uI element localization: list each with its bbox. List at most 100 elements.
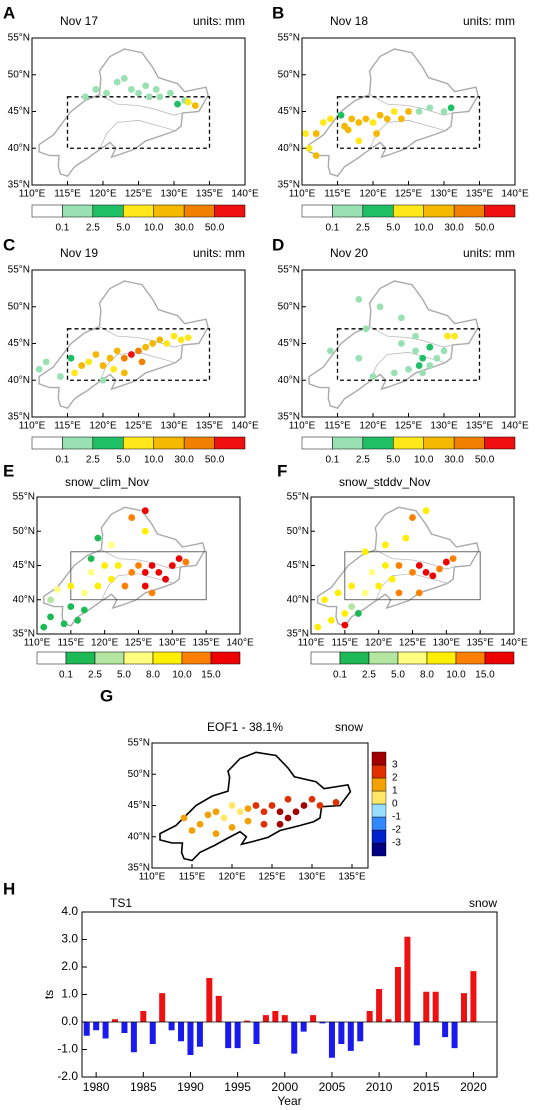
colorbar-label: -3: [392, 838, 401, 849]
bar: [112, 1019, 119, 1022]
y-tick-label: 2.0: [61, 959, 78, 973]
station-dot: [204, 811, 212, 819]
station-dot: [348, 582, 355, 590]
colorbar-box: [92, 204, 124, 218]
lat-tick-label: 45°N: [128, 800, 150, 811]
station-dot: [47, 596, 54, 604]
station-dot: [135, 562, 142, 569]
x-tick-label: 2005: [319, 1080, 346, 1094]
colorbar-box: [153, 204, 185, 218]
lat-tick-label: 55°N: [128, 738, 150, 749]
station-dot: [395, 589, 403, 597]
colorbar-label: 2: [392, 773, 398, 784]
lat-tick-label: 50°N: [278, 69, 300, 80]
colorbar-box: [183, 204, 215, 218]
station-dot: [369, 373, 377, 380]
station-dot: [156, 93, 164, 101]
colorbar-box: [214, 436, 246, 450]
bar: [281, 1015, 288, 1022]
lat-tick-label: 55°N: [278, 265, 300, 276]
colorbar-box: [301, 204, 333, 218]
colorbar-label: 2.5: [356, 455, 370, 466]
colorbar-label: 5.0: [116, 223, 130, 234]
lon-tick-label: 135°E: [466, 189, 494, 200]
station-dot: [426, 362, 434, 369]
station-dot: [426, 343, 434, 351]
province-line: [369, 326, 453, 348]
station-dot: [40, 623, 48, 631]
panel-letter: H: [3, 879, 15, 898]
station-dot: [383, 115, 391, 123]
map-units: units: mm: [463, 14, 515, 28]
station-dot: [108, 575, 115, 583]
station-dot: [334, 589, 342, 597]
lon-tick-label: 110°E: [139, 872, 166, 883]
station-dot: [42, 358, 50, 366]
station-dot: [106, 354, 114, 362]
station-dot: [149, 340, 157, 347]
colorbar-label: 3: [392, 760, 398, 771]
station-dot: [260, 808, 268, 816]
lon-tick-label: 140°E: [500, 638, 528, 649]
station-dot: [127, 86, 135, 93]
station-dot: [436, 565, 443, 573]
station-dot: [228, 823, 236, 831]
station-dot: [390, 369, 398, 377]
station-dot: [398, 314, 405, 322]
y-axis-label: ts: [42, 990, 56, 999]
lat-tick-label: 35°N: [278, 412, 300, 423]
lat-tick-label: 50°N: [287, 526, 309, 537]
colorbar-label: 5.0: [117, 670, 131, 681]
bar: [300, 1022, 307, 1032]
station-dot: [284, 814, 292, 822]
station-dot: [444, 332, 451, 340]
lon-tick-label: 125°E: [125, 189, 153, 200]
station-dot: [348, 115, 356, 123]
colorbar-label: 0.1: [55, 455, 69, 466]
lon-tick-label: 110°E: [298, 638, 325, 649]
colorbar-box: [423, 436, 455, 450]
station-dot: [127, 351, 135, 358]
station-dot: [409, 514, 416, 521]
colorbar-box: [426, 651, 457, 665]
station-dot: [300, 802, 308, 809]
bar: [93, 1022, 100, 1031]
bar: [215, 995, 222, 1022]
station-dot: [35, 365, 43, 373]
lon-tick-label: 140°E: [501, 421, 529, 432]
lat-tick-label: 45°N: [8, 338, 30, 349]
station-dot: [57, 373, 64, 380]
panel-letter: B: [272, 3, 284, 22]
lat-tick-label: 40°N: [278, 143, 300, 154]
bar: [310, 1015, 317, 1022]
lat-tick-label: 35°N: [8, 412, 30, 423]
bar: [149, 1022, 156, 1044]
region-outline: [38, 48, 209, 177]
station-dot: [355, 296, 363, 303]
station-dot: [419, 369, 427, 377]
lon-tick-label: 120°E: [218, 872, 246, 883]
lat-tick-label: 45°N: [278, 106, 300, 117]
colorbar-box: [371, 829, 387, 844]
colorbar-label: 8.0: [420, 670, 434, 681]
station-dot: [405, 108, 412, 115]
bar: [470, 971, 477, 1022]
station-dot: [212, 830, 220, 838]
lon-tick-label: 120°E: [359, 189, 387, 200]
station-dot: [121, 582, 129, 590]
station-dot: [92, 351, 100, 358]
lat-tick-label: 55°N: [8, 265, 30, 276]
lon-tick-label: 125°E: [395, 189, 423, 200]
station-dot: [152, 86, 160, 93]
colorbar-box: [152, 651, 183, 665]
station-dot: [81, 93, 89, 101]
station-dot: [442, 558, 450, 566]
station-dot: [415, 108, 423, 115]
colorbar-box: [31, 436, 63, 450]
station-dot: [94, 534, 102, 542]
province-line: [369, 94, 453, 116]
station-dot: [108, 541, 115, 549]
y-tick-label: 3.0: [61, 932, 78, 946]
map-frame: [31, 37, 246, 186]
bar: [291, 1022, 298, 1054]
